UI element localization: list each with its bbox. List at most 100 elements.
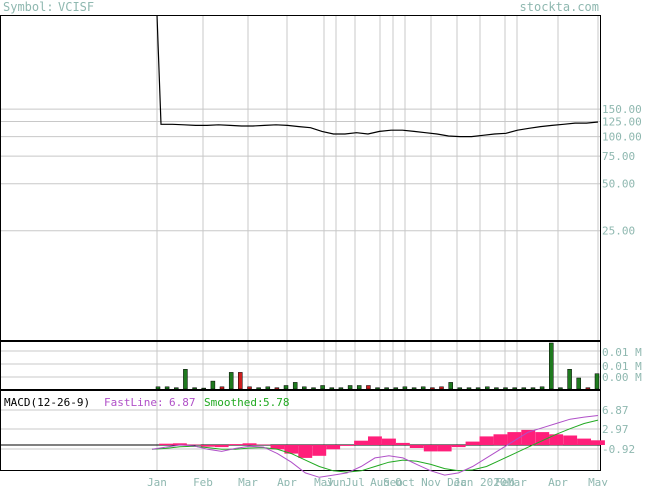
volume-bar — [402, 386, 408, 390]
macd-histogram-bar — [200, 445, 215, 447]
volume-bar — [475, 387, 481, 390]
macd-histogram-bar — [437, 445, 452, 452]
volume-bar — [549, 342, 554, 390]
macd-panel: 6.87 2.97 -0.92 — [0, 404, 635, 478]
macd-histogram-bar — [395, 442, 410, 445]
macd-histogram-bar — [465, 441, 480, 445]
volume-bar — [375, 387, 380, 390]
macd-histogram-bar — [284, 445, 299, 454]
volume-bar — [485, 386, 490, 390]
macd-histogram-bar — [493, 434, 508, 446]
volume-bar — [448, 382, 453, 390]
volume-bar — [219, 386, 225, 390]
symbol-value: VCISF — [58, 0, 94, 14]
x-tick-label: Jan 2020 — [454, 476, 507, 486]
volume-panel: 0.01 M0.01 M0.00 M — [155, 342, 642, 390]
volume-bar — [238, 372, 243, 390]
macd-histogram-bar — [479, 436, 494, 445]
volume-bar — [192, 387, 197, 390]
macd-histogram-bar — [563, 435, 578, 445]
volume-tick-label: 0.01 M — [602, 346, 642, 359]
x-tick-label: Aug — [370, 476, 390, 486]
volume-bar — [430, 387, 435, 390]
y-tick-label: 75.00 — [602, 150, 635, 163]
macd-histogram-bar — [591, 440, 605, 445]
volume-bar — [366, 385, 371, 390]
volume-bar — [174, 387, 179, 390]
macd-histogram-bar — [354, 440, 368, 445]
x-tick-label: Feb — [495, 476, 515, 486]
volume-bar — [567, 369, 572, 390]
volume-bar — [494, 387, 499, 390]
macd-tick-label: -0.92 — [602, 443, 635, 456]
volume-bar — [530, 387, 536, 390]
volume-bar — [558, 387, 563, 390]
y-tick-label: 100.00 — [602, 131, 642, 144]
volume-bar — [539, 386, 545, 390]
macd-histogram-bar — [242, 443, 257, 445]
macd-histogram-bar — [312, 445, 327, 456]
volume-bar — [201, 387, 206, 390]
volume-bar — [302, 386, 307, 390]
x-tick-label: Apr — [548, 476, 568, 486]
macd-fast-line — [151, 415, 599, 478]
macd-histogram-bar — [368, 436, 382, 445]
volume-bar — [274, 387, 280, 390]
volume-bar — [247, 386, 252, 390]
x-tick-label: Mar — [238, 476, 258, 486]
macd-histogram-bar — [423, 445, 438, 452]
macd-histogram-bar — [326, 445, 341, 450]
volume-tick-label: 0.00 M — [602, 371, 642, 384]
x-tick-label: Nov — [421, 476, 441, 486]
volume-bar — [503, 387, 508, 390]
volume-bar — [183, 369, 188, 390]
macd-histogram-bar — [214, 445, 229, 448]
volume-bar — [585, 387, 591, 390]
macd-histogram-bar — [549, 434, 564, 446]
macd-histogram-bar — [340, 445, 355, 446]
site-name: stockta.com — [520, 0, 599, 14]
panel-frame — [0, 341, 601, 390]
smoothed-label: Smoothed: — [204, 396, 264, 409]
volume-bar — [210, 380, 216, 390]
x-tick-label: Jun — [326, 476, 346, 486]
volume-tick-label: 0.01 M — [602, 360, 642, 373]
macd-histogram-bar — [507, 432, 522, 445]
volume-bar — [164, 386, 170, 390]
volume-bar — [521, 387, 527, 390]
volume-bar — [420, 386, 426, 390]
x-tick-label: Apr — [277, 476, 297, 486]
volume-bar — [439, 386, 444, 390]
volume-bar — [347, 385, 353, 390]
macd-histogram-bar — [382, 438, 396, 445]
x-tick-label: Jul — [345, 476, 365, 486]
volume-bar — [338, 387, 344, 390]
macd-tick-label: 2.97 — [602, 423, 629, 436]
macd-histogram-bar — [228, 444, 243, 445]
volume-bar — [292, 382, 298, 390]
volume-bar — [384, 387, 389, 390]
volume-bar — [320, 385, 325, 390]
volume-bar — [311, 387, 316, 390]
volume-bar — [594, 373, 600, 390]
volume-bar — [356, 385, 362, 390]
macd-histogram-bar — [298, 445, 313, 458]
x-tick-label: Oct — [395, 476, 415, 486]
macd-title: MACD(12-26-9) — [4, 396, 90, 409]
volume-bar — [411, 387, 417, 390]
macd-histogram-bar — [172, 443, 187, 445]
fastline-value: 6.87 — [169, 396, 196, 409]
y-tick-label: 125.00 — [602, 115, 642, 128]
volume-bar — [457, 387, 463, 390]
panel-frame — [0, 390, 601, 471]
panel-frames — [0, 15, 601, 471]
x-tick-label: Dec — [447, 476, 467, 486]
macd-histogram-bar — [409, 445, 424, 448]
x-tick-label: May — [588, 476, 608, 486]
x-tick-label: Jan — [147, 476, 167, 486]
x-tick-label: Mar — [507, 476, 527, 486]
fastline-label: FastLine: — [104, 396, 164, 409]
